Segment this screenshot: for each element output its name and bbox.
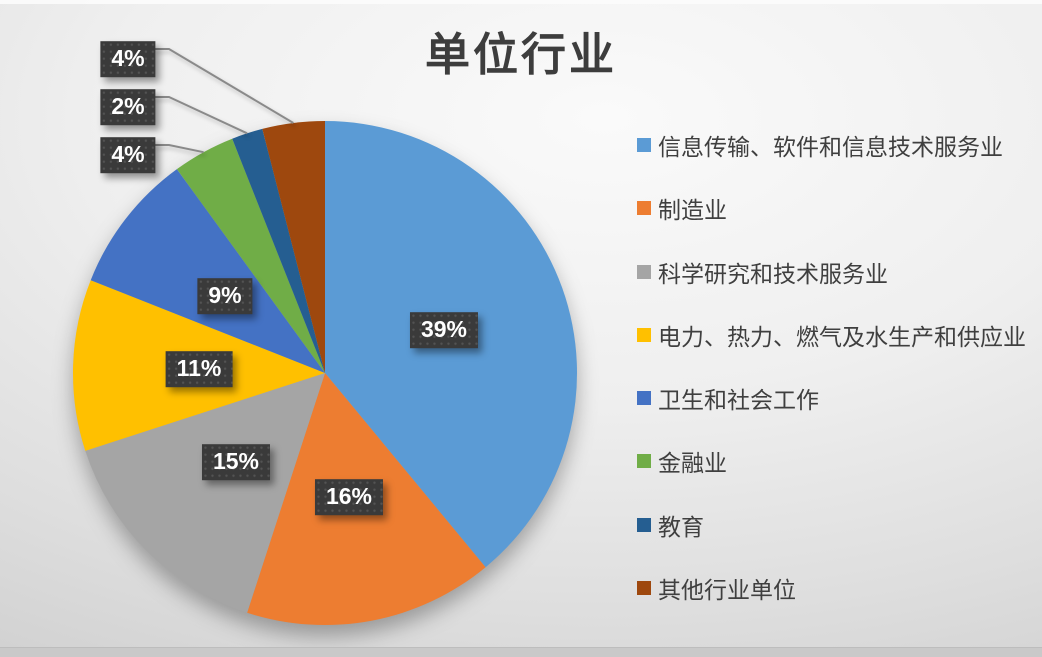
legend-label: 科学研究和技术服务业: [658, 261, 888, 287]
slide-bottom-edge: [0, 647, 1042, 657]
legend-marker-icon: [637, 138, 651, 152]
legend-marker-icon: [637, 201, 651, 216]
legend-item-4: 卫生和社会工作: [637, 383, 1042, 413]
legend-label: 信息传输、软件和信息技术服务业: [658, 135, 1003, 160]
legend-item-7: 其他行业单位: [637, 573, 1042, 603]
legend-item-6: 教育: [637, 510, 1042, 540]
pie-slice-6: [232, 128, 325, 373]
leader-line-5: [154, 144, 204, 154]
legend-label: 制造业: [658, 198, 727, 224]
pie-slice-2: [85, 373, 325, 613]
legend-item-5: 金融业: [637, 446, 1042, 476]
legend-marker-icon: [637, 580, 651, 595]
legend-item-3: 电力、热力、燃气及水生产和供应业: [637, 320, 1042, 350]
pie-slice-4: [90, 169, 325, 373]
legend-marker-icon: [637, 264, 651, 279]
chart-legend: 信息传输、软件和信息技术服务业 制造业科学研究和技术服务业电力、热力、燃气及水生产…: [637, 130, 1042, 603]
legend-item-1: 制造业: [637, 193, 1042, 223]
legend-label: 卫生和社会工作: [658, 388, 819, 414]
pie-slice-5: [176, 138, 325, 373]
pie-slice-7: [262, 120, 325, 373]
legend-item-0: 信息传输、软件和信息技术服务业: [637, 130, 1042, 160]
legend-label: 教育: [658, 514, 704, 540]
legend-marker-icon: [637, 517, 651, 532]
legend-label: 金融业: [658, 451, 727, 477]
legend-marker-icon: [637, 327, 651, 342]
legend-label: 其他行业单位: [658, 577, 796, 603]
chart-title: 单位行业: [424, 30, 617, 80]
legend-marker-icon: [637, 391, 651, 406]
leader-line-7: [154, 48, 294, 124]
legend-item-2: 科学研究和技术服务业: [637, 257, 1042, 287]
slide-top-edge: [0, 0, 1042, 4]
legend-label: 电力、热力、燃气及水生产和供应业: [658, 324, 1026, 350]
leader-line-6: [154, 96, 248, 135]
legend-marker-icon: [637, 454, 651, 469]
